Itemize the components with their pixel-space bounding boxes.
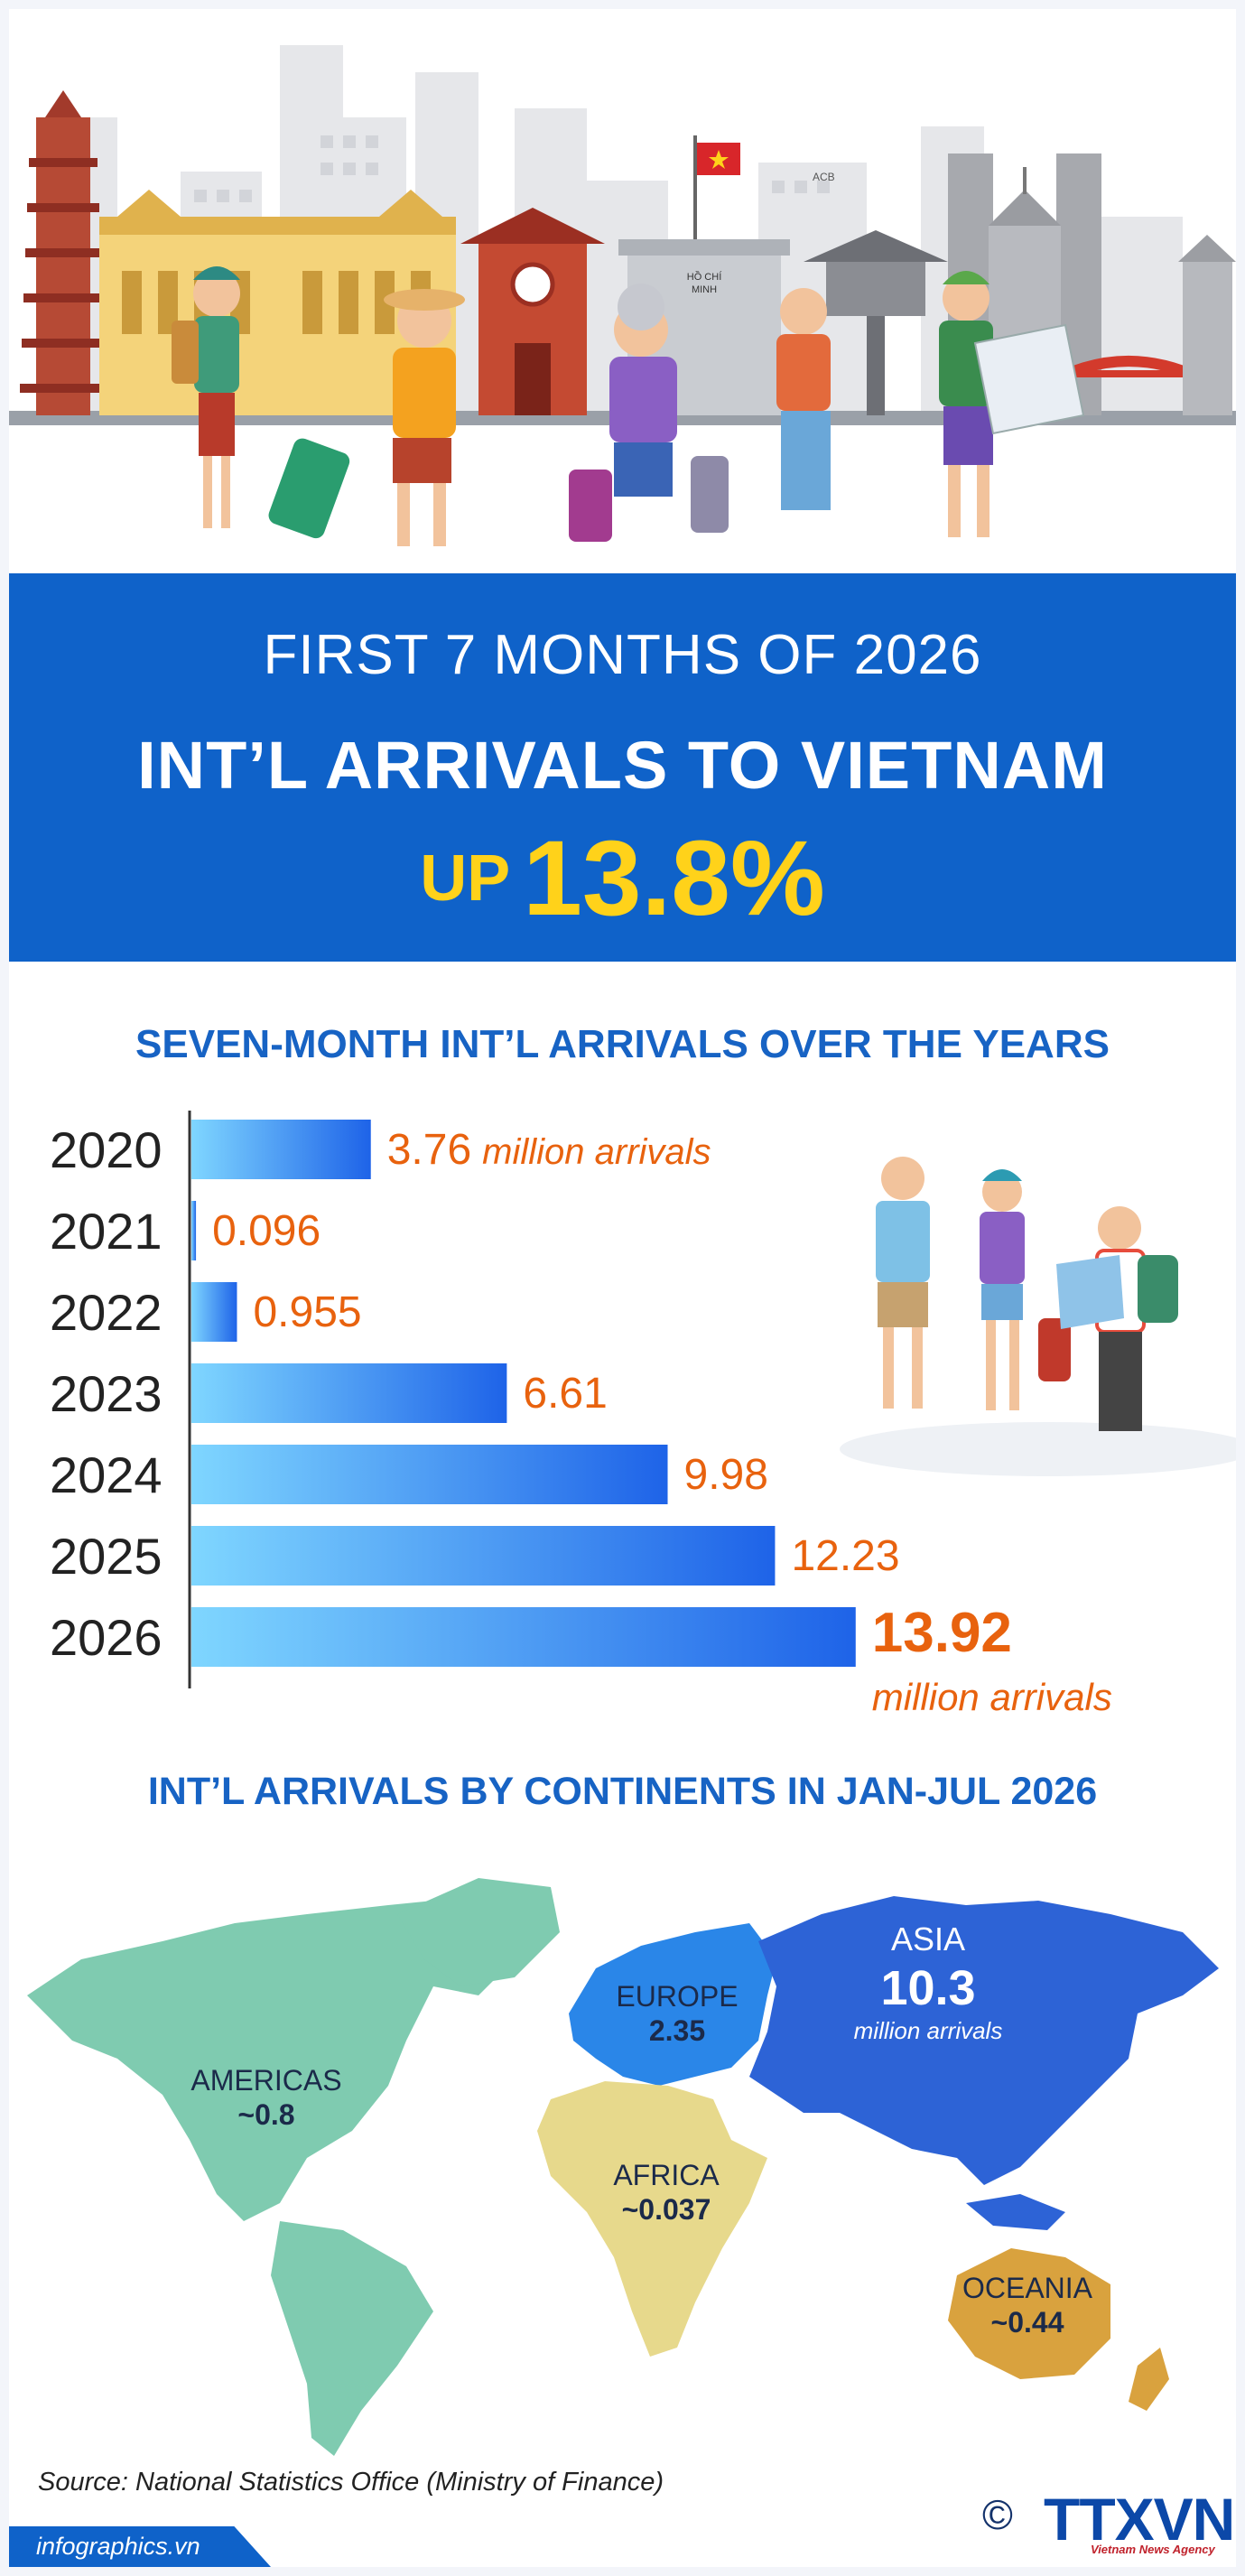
- bar: [191, 1526, 776, 1586]
- new-zealand-region: [1129, 2348, 1169, 2411]
- city-tourists-illustration: HỒ CHÍ MINH ACB: [9, 45, 1236, 546]
- unit-label: million arrivals: [872, 1676, 1112, 1718]
- logo-text: TTXVN: [1044, 2486, 1235, 2553]
- year-label: 2022: [50, 1284, 163, 1341]
- bar-value-label: 12.23: [791, 1532, 899, 1580]
- copyright-symbol: ©: [982, 2491, 1013, 2538]
- year-label: 2026: [50, 1609, 163, 1666]
- africa-label: AFRICA: [613, 2159, 720, 2191]
- oceania-label: OCEANIA: [962, 2272, 1093, 2304]
- year-label: 2023: [50, 1365, 163, 1422]
- bar-value-label: 3.76 million arrivals: [387, 1126, 711, 1174]
- year-label: 2020: [50, 1121, 163, 1178]
- oceania-value: ~0.44: [991, 2306, 1064, 2339]
- europe-value: 2.35: [649, 2014, 705, 2047]
- americas-north-region: [27, 1896, 551, 2221]
- africa-value: ~0.037: [622, 2193, 711, 2226]
- bar-value-label: 6.61: [523, 1370, 607, 1418]
- ttxvn-logo: © TTXVN Vietnam News Agency: [982, 2486, 1235, 2558]
- asia-label: ASIA: [891, 1920, 965, 1958]
- pagoda-icon: [20, 90, 107, 415]
- bar-value-label: 13.92: [872, 1602, 1012, 1664]
- arrivals-bar-chart: 2020 3.76 million arrivals 2021 0.096 2022 0.9…: [50, 1111, 1236, 1718]
- headline-title: INT’L ARRIVALS TO VIETNAM: [137, 728, 1108, 803]
- year-label: 2024: [50, 1446, 163, 1503]
- year-label: 2021: [50, 1203, 163, 1260]
- asia-unit: million arrivals: [854, 2017, 1003, 2044]
- asia-value: 10.3: [880, 1961, 975, 2015]
- bar: [191, 1201, 197, 1260]
- europe-region: [569, 1923, 776, 2086]
- bar: [191, 1282, 237, 1342]
- southeast-asia-islands: [966, 2194, 1065, 2230]
- map-title: INT’L ARRIVALS BY CONTINENTS IN JAN-JUL …: [147, 1770, 1098, 1813]
- one-pillar-pagoda-icon: [804, 230, 948, 415]
- bar: [191, 1363, 507, 1423]
- americas-south-region: [271, 2221, 433, 2456]
- bar: [191, 1445, 668, 1504]
- headline-growth: UP 13.8%: [9, 817, 1236, 940]
- bar-chart-title: SEVEN-MONTH INT’L ARRIVALS OVER THE YEAR…: [135, 1022, 1110, 1066]
- greenland-region: [397, 1878, 560, 1986]
- bar-value-label: 0.955: [253, 1288, 361, 1336]
- infographic: HỒ CHÍ MINH ACB: [9, 9, 1236, 2567]
- asia-region: [749, 1896, 1219, 2185]
- growth-word: UP: [420, 842, 511, 915]
- site-link[interactable]: infographics.vn: [9, 2526, 271, 2567]
- bar-value-label: 9.98: [684, 1451, 768, 1499]
- agency-name: Vietnam News Agency: [1091, 2543, 1215, 2556]
- americas-value: ~0.8: [237, 2098, 294, 2131]
- americas-label: AMERICAS: [190, 2064, 341, 2097]
- unit-label: million arrivals: [482, 1132, 711, 1172]
- europe-label: EUROPE: [616, 1980, 738, 2013]
- temple-gate-icon: [460, 208, 605, 415]
- oceania-region: [948, 2248, 1110, 2379]
- headline-subtitle: FIRST 7 MONTHS OF 2026: [263, 624, 982, 686]
- hero-illustration: HỒ CHÍ MINH ACB: [9, 9, 1236, 573]
- building-sign: ACB: [813, 171, 835, 183]
- bar: [191, 1607, 856, 1667]
- source-note: Source: National Statistics Office (Mini…: [38, 2468, 664, 2497]
- bar: [191, 1120, 371, 1179]
- headline-band: FIRST 7 MONTHS OF 2026 INT’L ARRIVALS TO…: [9, 573, 1236, 962]
- bar-value-label: 0.096: [212, 1207, 321, 1255]
- tourist-figures: [172, 266, 1085, 546]
- growth-value: 13.8%: [523, 819, 825, 938]
- mausoleum-sign-top: HỒ CHÍ: [687, 271, 722, 283]
- africa-region: [537, 2081, 767, 2357]
- year-label: 2025: [50, 1528, 163, 1585]
- mausoleum-sign-bottom: MINH: [692, 284, 717, 295]
- tourist-group-illustration: [840, 1157, 1236, 1476]
